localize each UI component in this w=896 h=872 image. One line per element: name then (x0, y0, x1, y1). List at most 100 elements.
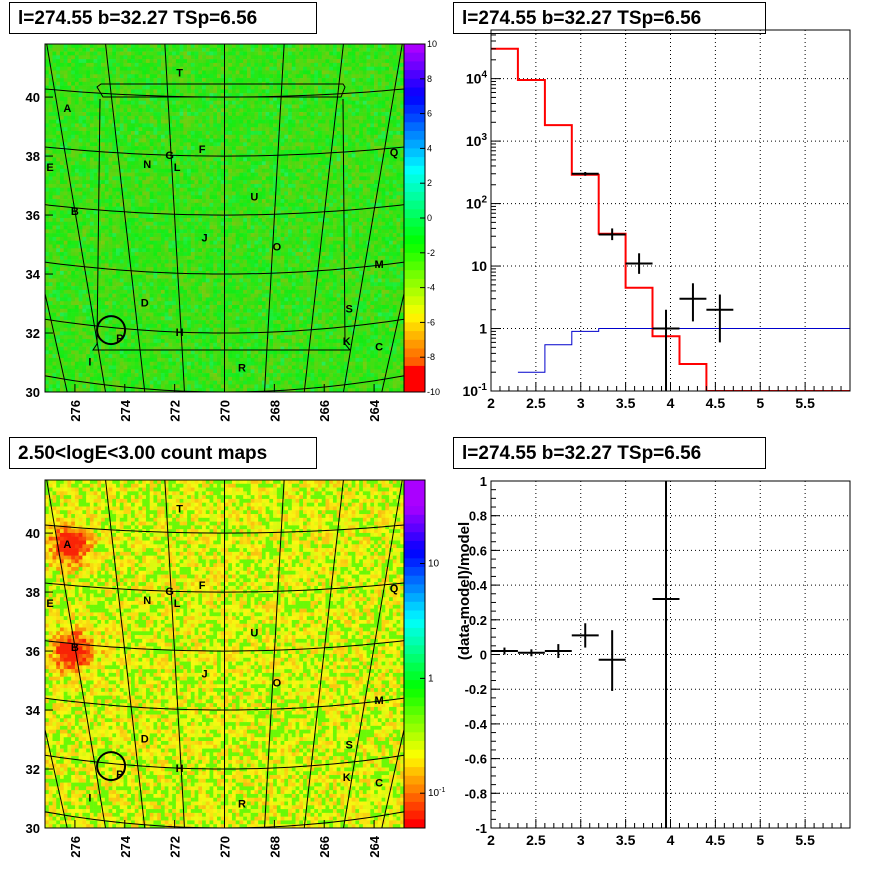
heatmap-cell (160, 93, 165, 98)
heatmap-cell (78, 210, 83, 215)
heatmap-cell (160, 165, 165, 170)
heatmap-cell (366, 199, 371, 204)
heatmap-cell (108, 191, 113, 196)
heatmap-cell (119, 119, 124, 124)
heatmap-cell (362, 233, 367, 238)
heatmap-cell (112, 165, 117, 170)
heatmap-cell (224, 115, 229, 120)
heatmap-cell (71, 229, 76, 234)
heatmap-cell (104, 187, 109, 192)
heatmap-cell (366, 172, 371, 177)
heatmap-cell (142, 134, 147, 139)
heatmap-cell (183, 149, 188, 154)
heatmap-cell (374, 55, 379, 60)
heatmap-cell (381, 85, 386, 90)
heatmap-cell (52, 51, 57, 56)
heatmap-cell (355, 218, 360, 223)
heatmap-cell (359, 85, 364, 90)
heatmap-cell (82, 96, 87, 102)
heatmap-cell (157, 138, 162, 143)
heatmap-cell (261, 206, 266, 211)
heatmap-cell (59, 142, 64, 147)
heatmap-cell (220, 218, 225, 223)
heatmap-cell (183, 168, 188, 173)
heatmap-cell (82, 51, 87, 56)
heatmap-cell (71, 214, 76, 219)
heatmap-cell (258, 66, 263, 71)
heatmap-cell (134, 229, 139, 234)
heatmap-cell (314, 195, 319, 200)
heatmap-cell (374, 202, 379, 207)
heatmap-cell (336, 183, 341, 189)
heatmap-cell (239, 104, 244, 109)
heatmap-cell (56, 115, 61, 120)
heatmap-cell (228, 44, 233, 49)
heatmap-cell (273, 119, 278, 124)
heatmap-cell (273, 221, 278, 226)
heatmap-cell (119, 74, 124, 79)
heatmap-cell (153, 172, 158, 177)
heatmap-cell (254, 195, 259, 200)
heatmap-cell (205, 66, 210, 71)
heatmap-cell (310, 199, 315, 204)
heatmap-cell (123, 149, 128, 154)
heatmap-cell (209, 85, 214, 90)
heatmap-cell (71, 51, 76, 56)
heatmap-cell (190, 142, 195, 147)
heatmap-cell (366, 225, 371, 230)
heatmap-cell (86, 93, 91, 98)
heatmap-cell (149, 195, 154, 200)
heatmap-cell (392, 100, 397, 105)
heatmap-cell (213, 199, 218, 204)
heatmap-cell (78, 229, 83, 234)
heatmap-cell (250, 149, 255, 154)
heatmap-cell (112, 74, 117, 79)
heatmap-cell (288, 183, 293, 189)
heatmap-cell (164, 206, 169, 211)
heatmap-cell (127, 138, 132, 143)
heatmap-cell (71, 180, 76, 185)
heatmap-cell (93, 100, 98, 105)
heatmap-cell (359, 62, 364, 67)
heatmap-cell (187, 47, 192, 52)
heatmap-cell (104, 214, 109, 219)
heatmap-cell (299, 66, 304, 71)
heatmap-cell (145, 233, 151, 238)
heatmap-cell (321, 51, 326, 56)
heatmap-cell (228, 127, 233, 132)
heatmap-cell (153, 218, 158, 223)
heatmap-cell (389, 96, 394, 102)
heatmap-cell (160, 146, 165, 151)
heatmap-cell (127, 108, 132, 113)
heatmap-cell (82, 112, 87, 117)
heatmap-cell (153, 62, 158, 67)
heatmap-cell (280, 229, 285, 234)
heatmap-cell (209, 229, 214, 234)
heatmap-cell (217, 112, 222, 117)
heatmap-cell (250, 93, 255, 98)
heatmap-cell (157, 206, 162, 211)
heatmap-cell (116, 108, 121, 113)
heatmap-cell (396, 127, 401, 132)
heatmap-cell (344, 74, 349, 79)
heatmap-cell (134, 115, 139, 120)
heatmap-cell (224, 44, 229, 49)
heatmap-cell (381, 96, 386, 102)
heatmap-cell (359, 225, 364, 230)
heatmap-cell (187, 165, 192, 170)
heatmap-cell (355, 47, 360, 52)
heatmap-cell (213, 218, 218, 223)
heatmap-cell (213, 225, 218, 230)
heatmap-cell (235, 51, 240, 56)
heatmap-cell (359, 153, 364, 158)
heatmap-cell (131, 165, 136, 170)
heatmap-cell (175, 93, 180, 98)
heatmap-cell (56, 195, 61, 200)
heatmap-cell (269, 131, 274, 136)
heatmap-cell (63, 191, 68, 196)
heatmap-cell (93, 165, 98, 170)
heatmap-cell (370, 66, 375, 71)
heatmap-cell (145, 202, 151, 207)
heatmap-cell (194, 44, 199, 49)
heatmap-cell (299, 127, 304, 132)
